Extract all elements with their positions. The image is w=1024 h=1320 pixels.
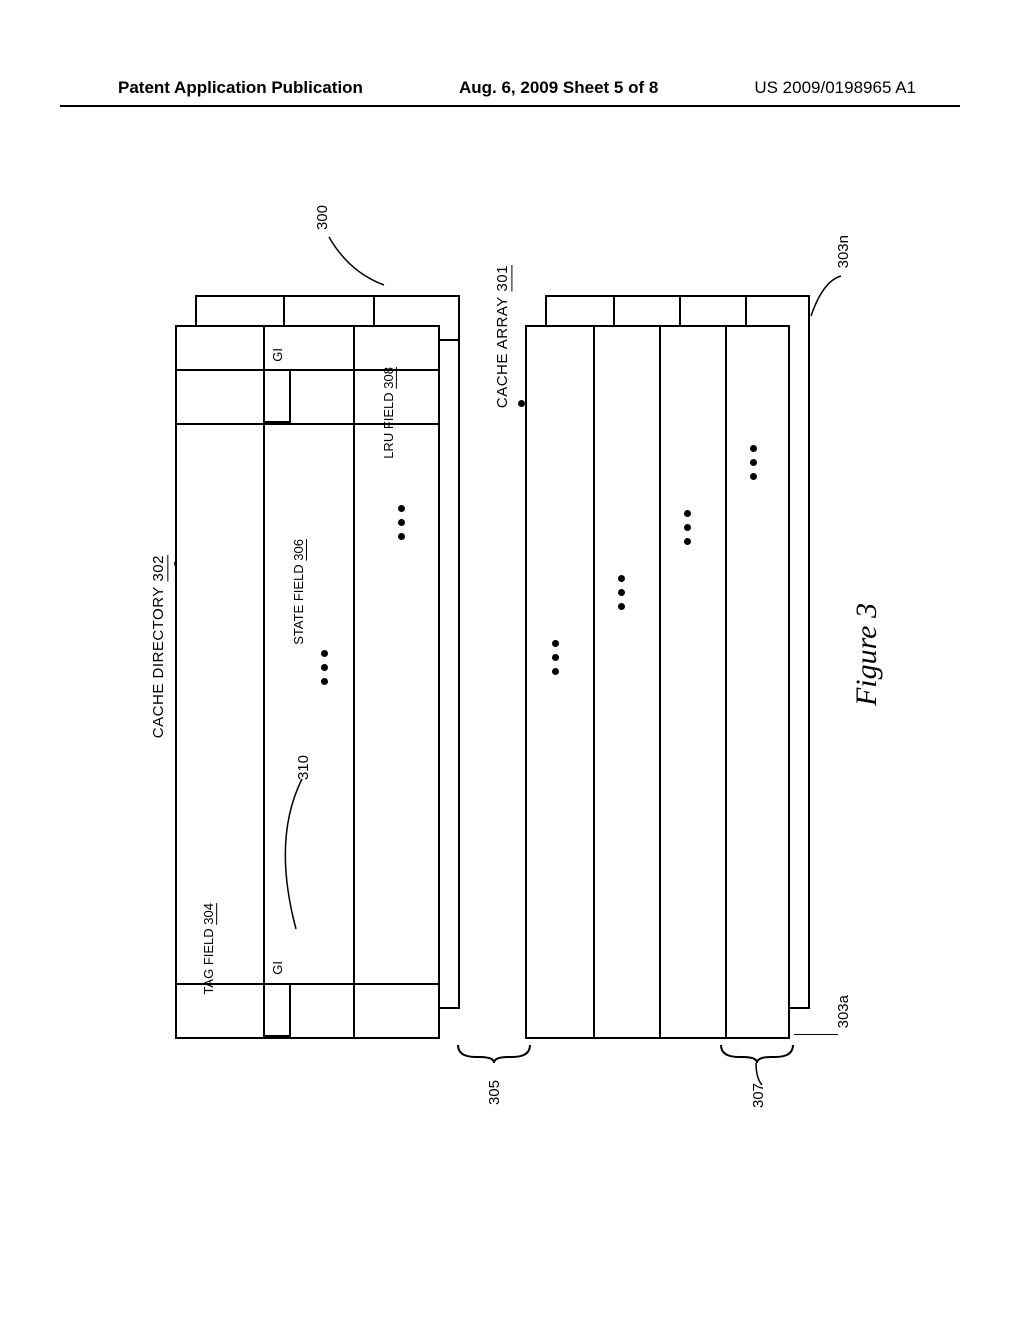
state-field-label: STATE FIELD 306 [291,539,306,645]
header-right: US 2009/0198965 A1 [754,78,916,98]
header-center: Aug. 6, 2009 Sheet 5 of 8 [459,78,658,98]
leader-303a [794,1034,838,1035]
figure-area: 300 CACHE DIRECTORY 302 TAG FIELD 304 [150,195,890,1065]
leader-303n [809,251,849,311]
gi-cell-bottom [263,983,291,1037]
gi-label-bottom: GI [270,348,285,362]
page-header: Patent Application Publication Aug. 6, 2… [0,78,1024,98]
cache-directory-ref: 302 [150,555,167,582]
tag-field-label: TAG FIELD 304 [201,903,216,995]
header-rule [60,105,960,107]
ref-305: 305 [486,1080,503,1105]
gi-label-top: GI [270,961,285,975]
lru-field-label: LRU FIELD 308 [381,367,396,459]
leader-310 [272,775,322,935]
leader-300 [322,213,392,283]
figure-caption: Figure 3 [850,603,884,706]
header-left: Patent Application Publication [118,78,363,98]
cache-array-title: CACHE ARRAY 301 [494,265,511,408]
cache-directory-title-text: CACHE DIRECTORY [150,586,167,738]
gi-cell-top [263,369,291,423]
cache-directory-title: CACHE DIRECTORY 302 [150,555,167,738]
brace-305 [456,1043,536,1077]
leader-307 [750,1061,780,1091]
cache-array-box-a [525,325,790,1039]
ref-303a: 303a [835,995,852,1028]
